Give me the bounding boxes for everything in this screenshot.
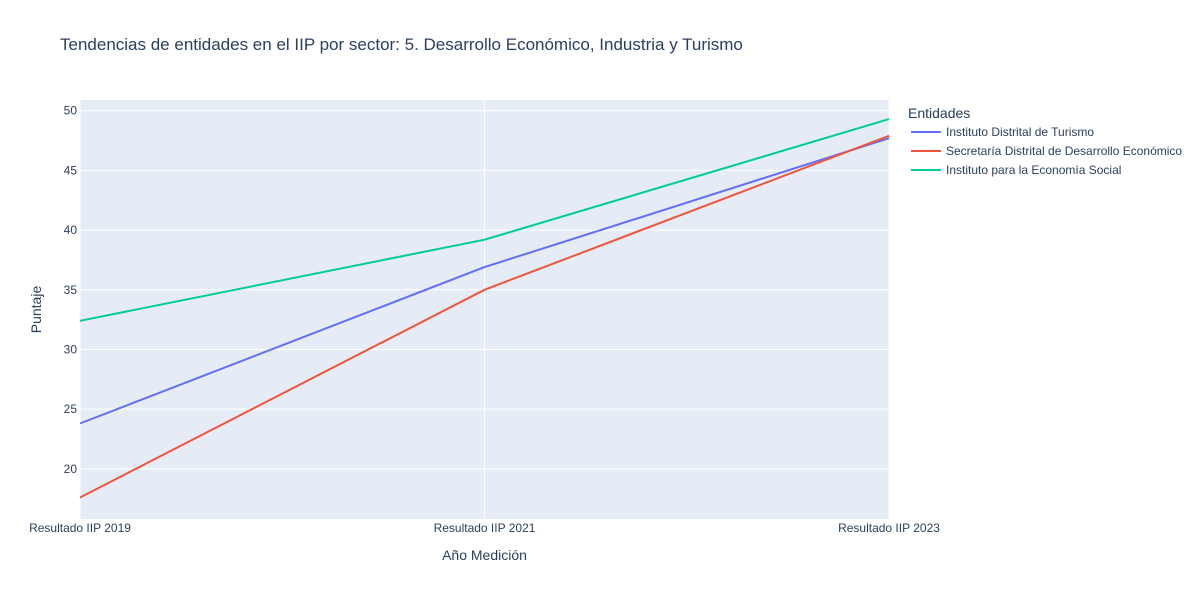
y-tick-label: 20 <box>64 462 78 476</box>
legend-label: Instituto para la Economía Social <box>946 163 1121 177</box>
y-tick-label: 25 <box>64 402 78 416</box>
series-line-3[interactable] <box>79 118 890 322</box>
series-line-1[interactable] <box>79 137 890 425</box>
tick-layer: 20 25 30 35 40 45 50 Resultado IIP 2019 Resultad… <box>29 104 940 535</box>
chart-title: Tendencias de entidades en el IIP por se… <box>60 35 743 54</box>
y-axis-title: Puntaje <box>28 286 44 334</box>
legend-item[interactable]: Secretaría Distrital de Desarrollo Econó… <box>911 144 1182 158</box>
x-axis-title: Año Medición <box>442 547 527 563</box>
y-tick-label: 45 <box>64 163 78 177</box>
legend-label: Secretaría Distrital de Desarrollo Econó… <box>946 144 1182 158</box>
legend-items: Instituto Distrital de Turismo Secretaría… <box>911 125 1182 177</box>
legend: Entidades Instituto Distrital de Turismo… <box>908 105 1182 177</box>
x-tick-label: Resultado IIP 2019 <box>29 521 131 535</box>
legend-title: Entidades <box>908 105 970 121</box>
y-tick-label: 40 <box>64 223 78 237</box>
legend-item[interactable]: Instituto Distrital de Turismo <box>911 125 1094 139</box>
series-layer <box>79 118 890 499</box>
y-tick-label: 50 <box>64 104 78 118</box>
legend-item[interactable]: Instituto para la Economía Social <box>911 163 1121 177</box>
x-tick-label: Resultado IIP 2023 <box>838 521 940 535</box>
y-tick-label: 35 <box>64 283 78 297</box>
y-tick-label: 30 <box>64 342 78 356</box>
series-line-2[interactable] <box>79 134 890 499</box>
x-tick-label: Resultado IIP 2021 <box>434 521 536 535</box>
legend-label: Instituto Distrital de Turismo <box>946 125 1094 139</box>
grid-layer <box>79 100 890 519</box>
